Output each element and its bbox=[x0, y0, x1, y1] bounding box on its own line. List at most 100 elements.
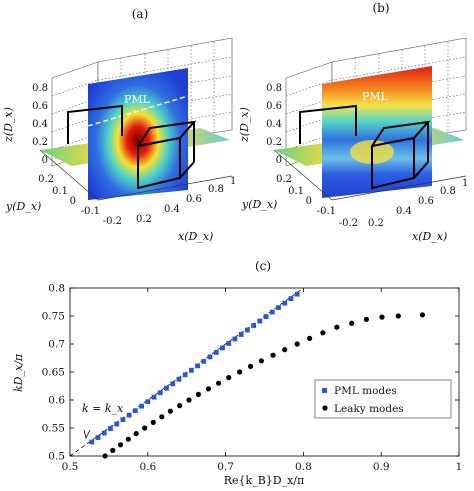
panel-b-zlabel: z(D_x) bbox=[238, 107, 251, 143]
tick-label: 0.6 bbox=[186, 194, 202, 205]
pml-mode-point bbox=[220, 345, 225, 351]
pml-mode-point bbox=[139, 403, 144, 409]
tick-label: 0.6 bbox=[266, 101, 282, 112]
leaky-mode-point bbox=[349, 320, 355, 326]
legend-pml-marker bbox=[322, 388, 327, 393]
tick-label: 0.2 bbox=[38, 174, 54, 185]
leaky-mode-point bbox=[125, 436, 131, 442]
tick-label: -0.2 bbox=[339, 218, 358, 229]
x-axis-label: Re{k_B}D_x/π bbox=[224, 474, 305, 487]
y-tick-label: 0.8 bbox=[48, 283, 65, 295]
panel-a-x-ticks: 0.2 0.4 0.6 0.8 1 bbox=[136, 176, 236, 225]
leaky-mode-point bbox=[159, 414, 165, 420]
tick-label: 0.8 bbox=[440, 186, 456, 197]
y-tick-label: 0.55 bbox=[42, 423, 65, 435]
pml-mode-point bbox=[126, 412, 132, 418]
leaky-mode-point bbox=[379, 314, 385, 320]
tick-label: 0.1 bbox=[52, 186, 68, 197]
pml-mode-point bbox=[188, 367, 194, 373]
leaky-mode-point bbox=[167, 408, 173, 414]
series-pml-modes bbox=[89, 291, 300, 445]
pml-mode-point bbox=[251, 323, 257, 328]
legend: PML modes Leaky modes bbox=[314, 379, 452, 419]
tick-label: 0.2 bbox=[136, 214, 152, 225]
leaky-mode-point bbox=[205, 386, 212, 392]
legend-leaky-marker bbox=[322, 405, 328, 411]
panel-a-zlabel: z(D_x) bbox=[2, 107, 15, 143]
tick-label: 0.4 bbox=[32, 119, 48, 130]
pml-mode-point bbox=[263, 314, 269, 319]
leaky-mode-point bbox=[142, 425, 148, 431]
panel-a-pml-boundary bbox=[87, 95, 189, 127]
tick-label: 0.6 bbox=[32, 101, 48, 112]
pml-mode-point bbox=[176, 376, 182, 382]
pml-mode-point bbox=[114, 421, 120, 427]
tick-label: 0.8 bbox=[208, 184, 224, 195]
leaky-mode-point bbox=[247, 363, 254, 369]
x-tick-label: 0.6 bbox=[139, 461, 156, 473]
annotation-k-equals-kx: k = k_x bbox=[82, 402, 124, 415]
tick-label: 0 bbox=[70, 196, 76, 207]
panel-b-pml-text: PML bbox=[362, 90, 389, 103]
panel-a-ylabel: y(D_x) bbox=[5, 200, 41, 213]
leaky-mode-point bbox=[177, 403, 183, 409]
y-tick-label: 0.6 bbox=[48, 395, 65, 407]
pml-mode-point bbox=[108, 426, 113, 431]
y-tick-label: 0.75 bbox=[42, 311, 65, 323]
leaky-mode-point bbox=[307, 335, 313, 341]
tick-label: 0 bbox=[42, 155, 48, 166]
y-tick-label: 0.65 bbox=[42, 367, 65, 379]
panel-b-z-ticks: 0 0.2 0.4 0.6 0.8 bbox=[266, 83, 282, 166]
panel-b-x-ticks: 0.2 0.4 0.6 0.8 1 bbox=[368, 178, 468, 229]
panel-a-x-axis bbox=[97, 175, 233, 201]
tick-label: -0.2 bbox=[103, 216, 122, 227]
tick-label: 0.4 bbox=[396, 206, 412, 217]
pml-mode-point bbox=[101, 430, 107, 436]
leaky-mode-point bbox=[320, 330, 326, 336]
x-tick-label: 0.9 bbox=[373, 461, 390, 473]
tick-label: 0.4 bbox=[164, 204, 180, 215]
x-tick-label: 0.5 bbox=[62, 461, 79, 473]
panel-a-pml-text: PML bbox=[124, 93, 151, 106]
panel-a-structure bbox=[67, 104, 197, 190]
tick-label: 0.2 bbox=[32, 137, 48, 148]
tick-label: 1 bbox=[462, 178, 468, 189]
panel-a-y-ticks: 0.2 0.1 0 -0.1 -0.2 bbox=[38, 174, 122, 227]
tick-label: 0.4 bbox=[266, 119, 282, 130]
plot-frame bbox=[69, 287, 460, 457]
pml-mode-point bbox=[201, 358, 207, 364]
tick-label: 0 bbox=[306, 196, 312, 207]
pml-mode-point bbox=[269, 309, 275, 315]
tick-label: 0.2 bbox=[266, 137, 282, 148]
pml-mode-point bbox=[213, 350, 219, 355]
leaky-mode-point bbox=[258, 358, 264, 364]
annotation-arrow bbox=[83, 429, 91, 440]
leaky-mode-point bbox=[294, 341, 300, 347]
pml-mode-point bbox=[276, 305, 281, 310]
leaky-mode-point bbox=[186, 397, 192, 403]
panel-a-xlabel: x(D_x) bbox=[178, 230, 213, 243]
leaky-mode-point bbox=[419, 312, 426, 318]
panel-a: (a) PML bbox=[2, 7, 236, 243]
pml-mode-point bbox=[294, 291, 300, 297]
leaky-mode-point bbox=[215, 380, 222, 386]
panel-b-xlabel: x(D_x) bbox=[412, 230, 447, 243]
leaky-mode-point bbox=[237, 369, 243, 375]
pml-mode-point bbox=[182, 372, 188, 378]
leaky-mode-point bbox=[363, 316, 370, 322]
pml-mode-point bbox=[238, 332, 244, 337]
tick-label: 1 bbox=[230, 176, 236, 187]
pml-mode-point bbox=[89, 439, 95, 445]
tick-label: -0.1 bbox=[317, 206, 336, 217]
tick-label: -0.1 bbox=[81, 206, 100, 217]
leaky-mode-point bbox=[282, 347, 288, 353]
panel-a-y-axis bbox=[39, 149, 99, 201]
leaky-mode-point bbox=[334, 324, 340, 330]
panel-a-vertical-field bbox=[88, 68, 188, 200]
tick-label: 0.8 bbox=[32, 83, 48, 94]
panel-b-ylabel: y(D_x) bbox=[241, 198, 277, 211]
pml-mode-point bbox=[282, 300, 288, 306]
pml-mode-point bbox=[288, 296, 294, 302]
tick-label: 0.8 bbox=[266, 83, 282, 94]
